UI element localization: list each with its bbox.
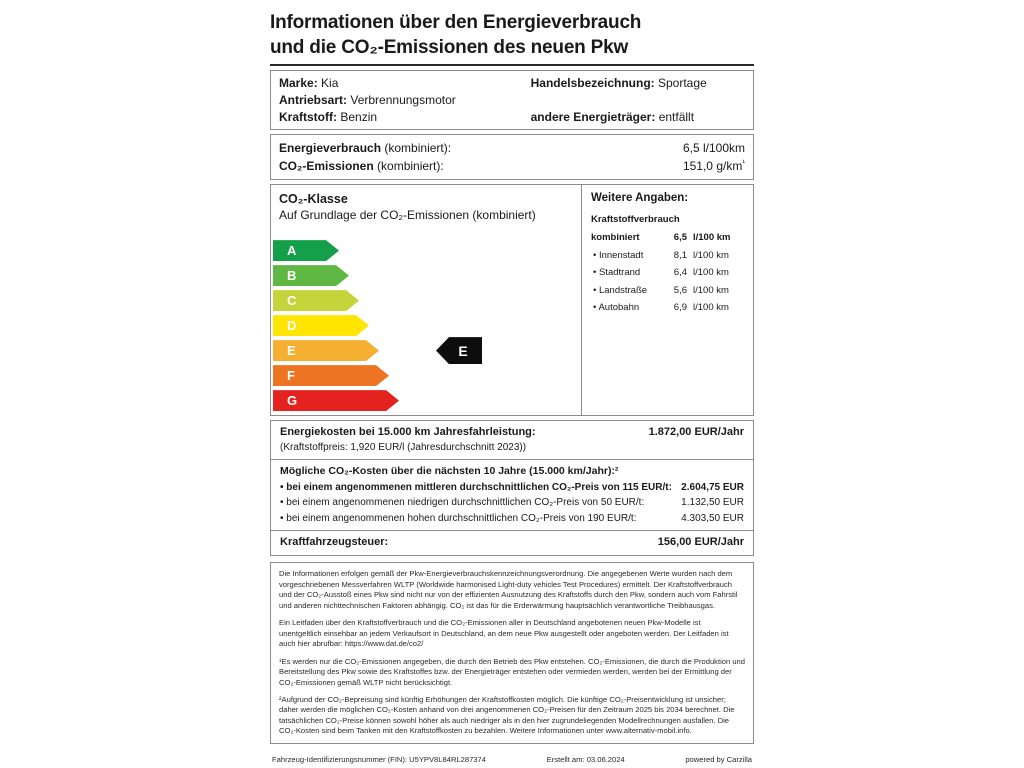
co2-cost-row-niedrig: bei einem angenommenen niedrigen durchsc…	[280, 495, 744, 511]
field-marke: Marke: Kia	[279, 76, 339, 91]
field-andere-energietraeger: andere Energieträger: entfällt	[530, 110, 695, 125]
costs-box: Energiekosten bei 15.000 km Jahresfahrle…	[270, 420, 754, 557]
created-date: Erstellt am: 03.06.2024	[546, 754, 625, 764]
co2-emissionen-value: 151,0 g/km¹	[682, 158, 745, 174]
fine-print-p4: ²Aufgrund der CO₂-Bepreisung sind künfti…	[279, 694, 735, 736]
vin-text: Fahrzeug-Identifizierungsnummer (FIN): U…	[272, 754, 486, 764]
spacer	[531, 93, 745, 107]
title-line1: Informationen über den Energieverbrauch	[270, 12, 642, 33]
class-bar-f: F	[273, 365, 389, 386]
field-antriebsart: Antriebsart: Verbrennungsmotor	[279, 93, 456, 108]
class-bar-b: B	[273, 265, 349, 286]
kraftfahrzeugsteuer-section: Kraftfahrzeugsteuer: 156,00 EUR/Jahr	[271, 531, 753, 555]
row-co2-emissionen: CO₂-Emissionen (kombiniert): 151,0 g/km¹	[279, 158, 745, 174]
class-bar-c: C	[273, 290, 359, 311]
co2-class-ladder: A B C D E F G E	[273, 240, 573, 411]
energiekosten-section: Energiekosten bei 15.000 km Jahresfahrle…	[271, 421, 753, 461]
rating-pointer: E	[436, 337, 482, 365]
fine-print-box: Die Informationen erfolgen gemäß der Pkw…	[270, 562, 754, 744]
row-energieverbrauch: Energieverbrauch (kombiniert): 6,5 l/100…	[279, 141, 745, 156]
energiekosten-row: Energiekosten bei 15.000 km Jahresfahrle…	[280, 425, 744, 441]
weitere-angaben-section: Weitere Angaben: Kraftstoffverbrauch kom…	[582, 185, 753, 415]
co2-kosten-heading: Mögliche CO₂-Kosten über die nächsten 10…	[280, 465, 619, 478]
class-bar-e: E	[273, 340, 379, 361]
co2-class-box: CO₂-Klasse Auf Grundlage der CO₂-Emissio…	[270, 184, 754, 417]
footer: Fahrzeug-Identifizierungsnummer (FIN): U…	[270, 750, 754, 768]
fine-print-p3: ¹Es werden nur die CO₂-Emissionen angege…	[279, 656, 745, 687]
vehicle-info-box: Marke: Kia Handelsbezeichnung: Sportage …	[270, 70, 754, 131]
class-bar-d: D	[273, 315, 369, 336]
class-bar-g: G	[273, 390, 399, 411]
class-bar-a: A	[273, 240, 339, 261]
co2-cost-row-mittel: bei einem angenommenen mittleren durchsc…	[280, 480, 744, 496]
energy-label: Informationen über den Energieverbrauch …	[270, 0, 754, 768]
weitere-angaben-heading: Weitere Angaben:	[591, 192, 689, 205]
consumption-box: Energieverbrauch (kombiniert): 6,5 l/100…	[270, 134, 754, 181]
kraftstoffpreis-note: (Kraftstoffpreis: 1,920 EUR/l (Jahresdur…	[280, 442, 527, 454]
energieverbrauch-value: 6,5 l/100km	[682, 141, 745, 156]
fine-print-p2: Ein Leitfaden über den Kraftstoffverbrau…	[279, 618, 729, 649]
kraftfahrzeugsteuer-row: Kraftfahrzeugsteuer: 156,00 EUR/Jahr	[280, 535, 744, 551]
title-line2: und die CO₂-Emissionen des neuen Pkw	[270, 37, 629, 59]
co2-cost-row-hoch: bei einem angenommenen hohen durchschnit…	[280, 511, 744, 527]
kraftstoffverbrauch-heading: Kraftstoffverbrauch	[591, 214, 680, 226]
fine-print-p1: Die Informationen erfolgen gemäß der Pkw…	[279, 569, 738, 610]
page-title: Informationen über den Energieverbrauch …	[270, 10, 754, 67]
energiekosten-value: 1.872,00 EUR/Jahr	[648, 426, 744, 439]
kraftfahrzeugsteuer-value: 156,00 EUR/Jahr	[657, 536, 744, 549]
co2-class-subheading: Auf Grundlage der CO₂-Emissionen (kombin…	[279, 208, 536, 223]
co2-class-section: CO₂-Klasse Auf Grundlage der CO₂-Emissio…	[271, 185, 582, 416]
consumption-row-kombiniert: kombiniert 6,5 l/100 km	[591, 232, 731, 244]
co2-kosten-section: Mögliche CO₂-Kosten über die nächsten 10…	[271, 460, 753, 532]
powered-by: powered by Carzilla	[685, 754, 752, 764]
co2-class-heading: CO₂-Klasse	[279, 192, 348, 207]
field-kraftstoff: Kraftstoff: Benzin	[279, 110, 378, 125]
field-handelsbezeichnung: Handelsbezeichnung: Sportage	[530, 76, 707, 91]
